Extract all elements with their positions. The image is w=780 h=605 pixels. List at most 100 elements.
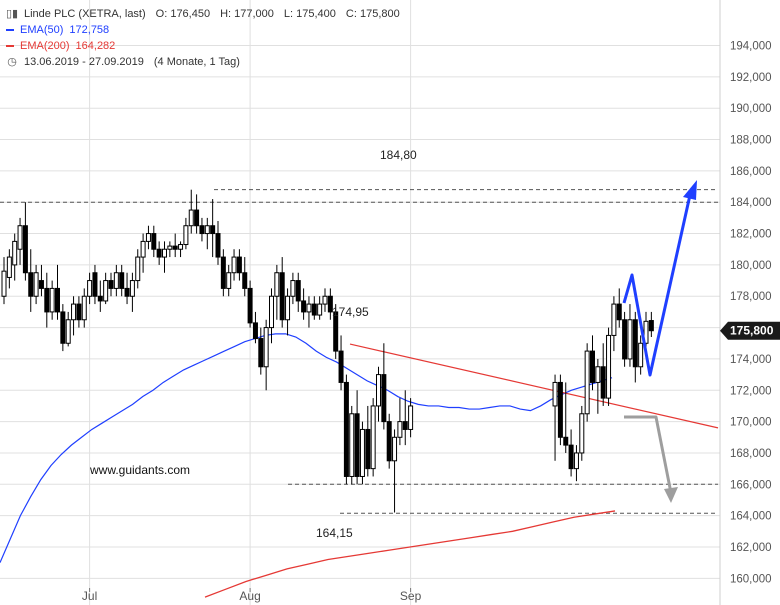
candle-down (38, 280, 44, 289)
ema50-value: 172,758 (69, 24, 110, 36)
candle-down (600, 366, 606, 399)
candle-down (354, 413, 360, 477)
symbol-label: Linde PLC (XETRA, last) (24, 8, 146, 20)
candle-up (113, 272, 119, 289)
candle-down (386, 421, 392, 462)
label-184-80: 184,80 (380, 148, 417, 162)
candle-up (183, 225, 189, 246)
candle-down (210, 225, 216, 235)
candle-up (579, 413, 585, 454)
candle-down (648, 320, 654, 332)
candle-up (12, 240, 18, 266)
candle-up (638, 342, 644, 368)
candle-up (269, 295, 274, 329)
candle-up (65, 319, 71, 344)
candle-up (606, 334, 612, 399)
candle-down (215, 233, 221, 258)
candle-down (381, 374, 387, 423)
candle-down (76, 303, 82, 321)
annotations: 184,80 174,95 164,15 www.guidants.com (89, 148, 417, 540)
last-price-tag (720, 321, 780, 340)
label-164-15: 164,15 (316, 526, 353, 540)
candle-up (322, 295, 328, 305)
y-tick-label: 182,000 (730, 229, 772, 241)
y-tick-label: 192,000 (730, 72, 772, 84)
ema200-line (204, 510, 616, 598)
ema200-value: 164,282 (75, 40, 116, 52)
bullish-scenario-arrow (622, 194, 692, 377)
candle-up (285, 295, 291, 321)
legend-range-row: ◷ 13.06.2019 - 27.09.2019 (4 Monate, 1 T… (6, 54, 400, 70)
x-tick-label: Sep (400, 589, 422, 603)
candle-down (220, 256, 226, 289)
candle-up (71, 303, 77, 321)
y-tick-label: 174,000 (730, 354, 772, 366)
ema200-swatch (6, 45, 14, 47)
ema200-label: EMA(200) (20, 40, 70, 52)
candle-up (392, 436, 398, 462)
candle-up (584, 350, 590, 415)
candle-down (333, 311, 339, 352)
candle-down (55, 287, 60, 313)
date-range: 13.06.2019 - 27.09.2019 (24, 56, 144, 68)
candle-down (258, 338, 264, 368)
candle-down (194, 209, 200, 227)
candle-up (611, 303, 617, 336)
candle-up (87, 280, 93, 297)
candle-down (622, 319, 628, 360)
bearish-arrow-head (664, 487, 678, 503)
y-tick-label: 168,000 (730, 448, 772, 460)
y-tick-label: 166,000 (730, 479, 772, 491)
candle-down (156, 248, 162, 258)
candle-down (338, 350, 344, 383)
candle-down (124, 287, 130, 297)
candle-down (568, 444, 574, 470)
legend-ema50-row[interactable]: EMA(50) 172,758 (6, 22, 400, 38)
candle-down (311, 303, 317, 316)
candle-up (306, 303, 312, 313)
candle-down (295, 280, 301, 302)
candle-down (563, 436, 569, 446)
candle-up (140, 240, 146, 258)
candle-down (343, 381, 349, 477)
legend-ema200-row[interactable]: EMA(200) 164,282 (6, 38, 400, 54)
candle-up (167, 245, 173, 250)
candle-up (103, 280, 109, 302)
y-tick-label: 190,000 (730, 103, 772, 115)
ema50-swatch (6, 29, 14, 31)
y-tick-label: 184,000 (730, 197, 772, 209)
close-value: C: 175,800 (345, 8, 400, 20)
candle-down (616, 303, 622, 321)
candle-up (162, 248, 167, 258)
chart-legend: ▯▮ Linde PLC (XETRA, last) O: 176,450 H:… (6, 6, 400, 70)
candle-up (370, 405, 376, 470)
ema50-polyline (0, 333, 613, 563)
candles (1, 189, 654, 513)
bearish-scenario-arrow (624, 415, 673, 494)
candle-down (279, 272, 285, 321)
high-value: H: 177,000 (220, 8, 274, 20)
candle-up (226, 272, 232, 289)
candle-up (274, 272, 280, 297)
legend-symbol-row: ▯▮ Linde PLC (XETRA, last) O: 176,450 H:… (6, 6, 400, 22)
grid-lines (0, 0, 720, 605)
y-tick-label: 170,000 (730, 417, 772, 429)
downtrend-line (349, 343, 719, 429)
candle-down (252, 322, 258, 340)
candle-up (263, 327, 269, 368)
candle-up (317, 303, 323, 316)
candle-up (573, 452, 579, 470)
candle-up (359, 428, 365, 477)
y-tick-label: 162,000 (730, 542, 772, 554)
candle-up (33, 272, 39, 297)
candle-down (199, 225, 205, 235)
candle-up (135, 256, 141, 282)
candle-up (145, 233, 151, 242)
candle-up (408, 405, 414, 430)
candle-down (402, 421, 408, 430)
candle-up (349, 413, 355, 477)
candle-up (376, 374, 381, 407)
candle-down (236, 256, 242, 274)
range-note: (4 Monate, 1 Tag) (153, 56, 240, 68)
